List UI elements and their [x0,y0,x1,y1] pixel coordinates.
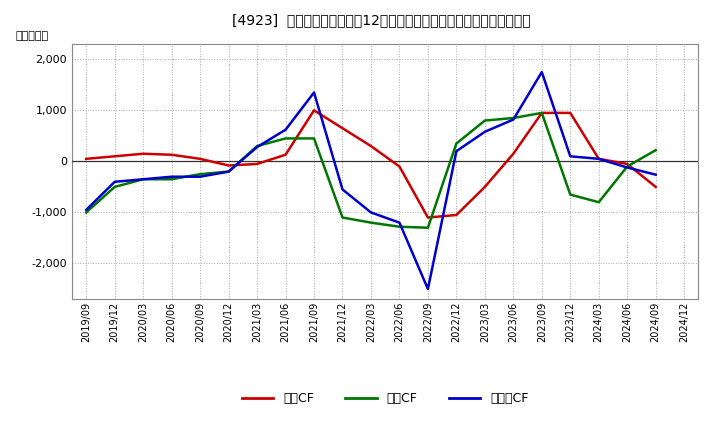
フリーCF [110,179,119,184]
営業CF [395,164,404,169]
フリーCF [282,127,290,132]
フリーCF [82,207,91,213]
営業CF [537,110,546,116]
営業CF [282,152,290,158]
Line: フリーCF: フリーCF [86,72,656,289]
投賃CF [253,143,261,149]
フリーCF [623,165,631,170]
フリーCF [509,117,518,122]
投賃CF [110,184,119,190]
フリーCF [566,154,575,159]
営業CF [423,215,432,220]
フリーCF [595,156,603,161]
投賃CF [225,169,233,174]
Text: （百万円）: （百万円） [16,31,49,41]
営業CF [253,161,261,167]
投賃CF [395,224,404,229]
投賃CF [452,141,461,146]
営業CF [196,156,204,161]
フリーCF [452,149,461,154]
営業CF [566,110,575,116]
フリーCF [366,210,375,215]
投賃CF [566,192,575,197]
営業CF [623,161,631,167]
投賃CF [167,176,176,182]
Legend: 営業CF, 投賃CF, フリーCF: 営業CF, 投賃CF, フリーCF [237,387,534,411]
フリーCF [537,70,546,75]
フリーCF [395,220,404,225]
フリーCF [310,90,318,95]
投賃CF [595,200,603,205]
フリーCF [196,174,204,180]
投賃CF [423,225,432,231]
投賃CF [282,136,290,141]
営業CF [366,143,375,149]
フリーCF [139,176,148,182]
営業CF [452,213,461,218]
営業CF [167,152,176,158]
営業CF [139,151,148,156]
営業CF [652,184,660,190]
営業CF [225,163,233,168]
投賃CF [652,147,660,153]
投賃CF [480,118,489,123]
投賃CF [623,164,631,169]
投賃CF [196,172,204,177]
投賃CF [338,215,347,220]
営業CF [110,154,119,159]
投賃CF [139,176,148,182]
Line: 投賃CF: 投賃CF [86,113,656,228]
フリーCF [423,286,432,292]
営業CF [480,184,489,190]
フリーCF [480,129,489,135]
フリーCF [167,174,176,180]
投賃CF [537,110,546,116]
Line: 営業CF: 営業CF [86,110,656,217]
フリーCF [338,187,347,192]
営業CF [509,151,518,156]
営業CF [338,125,347,131]
営業CF [310,108,318,113]
投賃CF [310,136,318,141]
営業CF [82,156,91,161]
営業CF [595,156,603,161]
投賃CF [509,115,518,121]
フリーCF [652,172,660,177]
投賃CF [366,220,375,225]
フリーCF [253,144,261,150]
投賃CF [82,210,91,215]
Text: [4923]  キャッシュフローの12か月移動合計の対前年同期増減額の推移: [4923] キャッシュフローの12か月移動合計の対前年同期増減額の推移 [233,13,531,27]
フリーCF [225,169,233,174]
